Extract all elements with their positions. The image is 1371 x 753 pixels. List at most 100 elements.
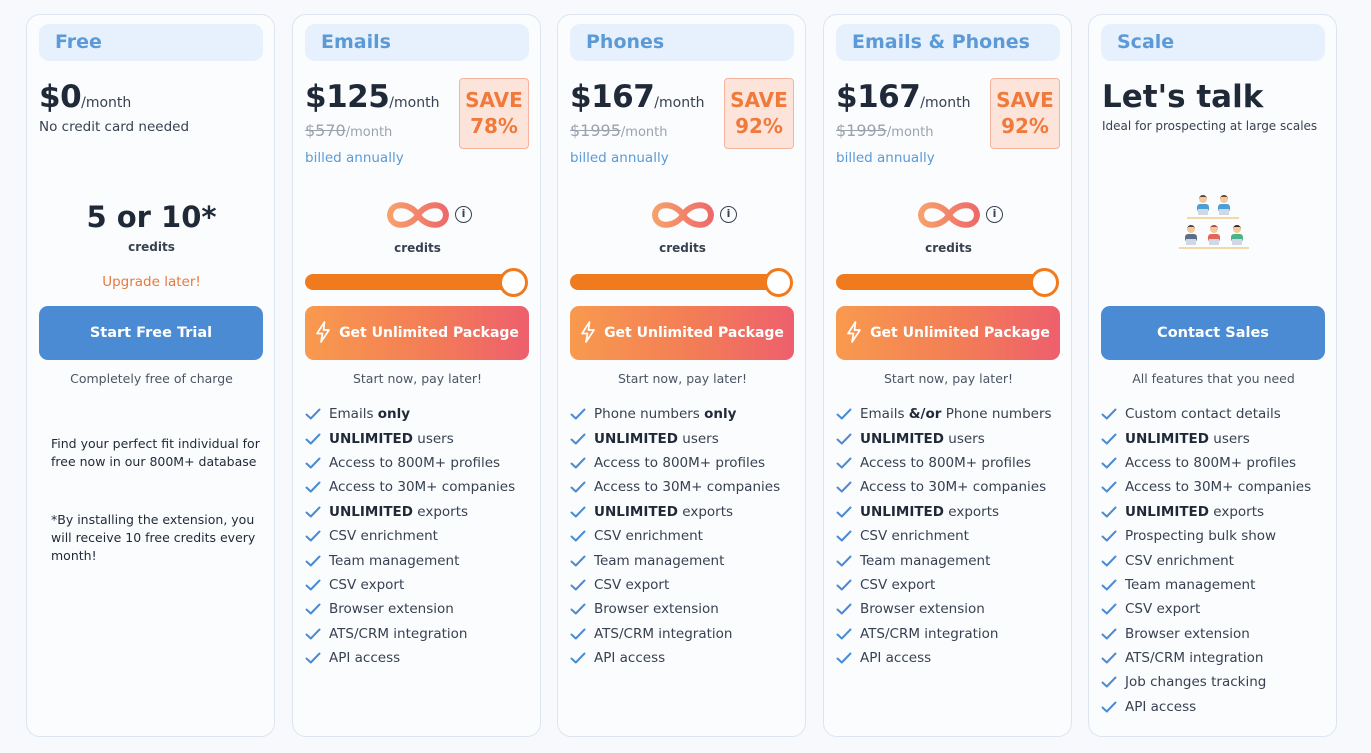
billing-cycle: billed annually [570,150,669,166]
credits-slider-track[interactable] [836,274,1046,290]
feature-item: CSV enrichment [836,524,1052,548]
feature-text-bold: UNLIMITED [329,503,413,520]
feature-item: Access to 800M+ profiles [570,451,780,475]
feature-text-pre: Team management [594,552,725,569]
checkmark-icon [836,628,852,640]
feature-text-pre: Browser extension [1125,625,1250,642]
save-word: SAVE [730,88,788,112]
feature-text: Access to 800M+ profiles [1125,455,1296,471]
team-people-illustration [1179,195,1249,249]
feature-item: API access [1101,695,1311,719]
feature-text-post: exports [412,503,469,520]
feature-text-post: exports [677,503,734,520]
checkmark-icon [836,433,852,445]
button-caption: Completely free of charge [70,371,233,386]
feature-text-bold: UNLIMITED [594,503,678,520]
get-unlimited-package-button[interactable]: Get Unlimited Package [570,306,794,360]
credits-slider-track[interactable] [570,274,780,290]
feature-text: UNLIMITED exports [594,504,733,520]
feature-text: UNLIMITED exports [1125,504,1264,520]
feature-text: Access to 800M+ profiles [329,455,500,471]
checkmark-icon [1101,530,1117,542]
feature-text-pre: Emails [860,406,909,423]
feature-item: ATS/CRM integration [1101,646,1311,670]
checkmark-icon [836,603,852,615]
get-unlimited-package-button[interactable]: Get Unlimited Package [836,306,1060,360]
checkmark-icon [1101,555,1117,567]
feature-item: Team management [1101,573,1311,597]
price: $167/month [836,79,970,115]
old-price-period: /month [620,125,668,140]
feature-text-pre: ATS/CRM integration [594,625,733,642]
feature-text: ATS/CRM integration [329,626,467,642]
feature-item: UNLIMITED users [1101,426,1311,450]
feature-text: API access [329,650,400,666]
checkmark-icon [836,408,852,420]
feature-item: Browser extension [1101,622,1311,646]
contact-sales-button[interactable]: Contact Sales [1101,306,1325,360]
plan-name: Emails & Phones [836,24,1060,61]
old-price-period: /month [345,125,393,140]
save-badge: SAVE 92% [990,78,1060,149]
feature-text-pre: Access to 800M+ profiles [594,454,766,471]
feature-text-pre: API access [594,650,666,667]
feature-text: UNLIMITED exports [329,504,468,520]
feature-text-post: exports [1208,503,1265,520]
plan-card-emails-and-phones: Emails & Phones $167/month $1995/month b… [823,14,1072,737]
price-period: /month [81,95,132,111]
checkmark-icon [570,481,586,493]
checkmark-icon [305,481,321,493]
feature-item: CSV export [836,573,1052,597]
credits-label: credits [394,241,441,255]
feature-text: ATS/CRM integration [1125,650,1263,666]
credits-label: credits [659,241,706,255]
checkmark-icon [570,603,586,615]
feature-item: Team management [305,548,515,572]
credits-slider-thumb[interactable] [499,268,528,297]
plan-name: Scale [1101,24,1325,61]
feature-text: Team management [860,553,990,569]
feature-text: UNLIMITED users [594,431,719,447]
checkmark-icon [570,628,586,640]
feature-item: CSV export [1101,597,1311,621]
feature-text-pre: API access [329,650,401,667]
save-percent: 92% [735,114,783,138]
feature-text-pre: Browser extension [329,601,454,618]
feature-list: Phone numbers only UNLIMITED users Access … [570,402,780,670]
checkmark-icon [1101,603,1117,615]
feature-text-post: users [412,430,454,447]
feature-text-bold: UNLIMITED [594,430,678,447]
plan-card-scale: Scale Let's talk Ideal for prospecting a… [1088,14,1337,737]
credits-slider-thumb[interactable] [764,268,793,297]
checkmark-icon [1101,408,1117,420]
checkmark-icon [305,652,321,664]
feature-list: Emails &/or Phone numbers UNLIMITED users… [836,402,1052,670]
info-icon[interactable]: i [720,206,737,223]
save-percent: 78% [470,114,518,138]
old-price: $570/month [305,121,392,140]
credits-slider-thumb[interactable] [1030,268,1059,297]
feature-text-pre: CSV enrichment [860,528,969,545]
feature-text-pre: Phone numbers [594,406,705,423]
info-icon[interactable]: i [986,206,1003,223]
feature-text-pre: CSV enrichment [329,528,438,545]
save-word: SAVE [465,88,523,112]
checkmark-icon [570,506,586,518]
feature-text-pre: CSV export [594,576,670,593]
feature-text: CSV export [1125,601,1200,617]
feature-item: Access to 30M+ companies [836,475,1052,499]
feature-text-post: Phone numbers [941,406,1052,423]
feature-item: Team management [836,548,1052,572]
get-unlimited-package-button[interactable]: Get Unlimited Package [305,306,529,360]
button-label: Get Unlimited Package [604,325,784,341]
feature-text: Prospecting bulk show [1125,528,1276,544]
feature-text-bold: only [704,406,737,423]
feature-text: UNLIMITED users [860,431,985,447]
feature-item: ATS/CRM integration [836,622,1052,646]
checkmark-icon [1101,481,1117,493]
start-free-trial-button[interactable]: Start Free Trial [39,306,263,360]
info-icon[interactable]: i [455,206,472,223]
price: $125/month [305,79,439,115]
credits-slider-track[interactable] [305,274,515,290]
checkmark-icon [1101,652,1117,664]
